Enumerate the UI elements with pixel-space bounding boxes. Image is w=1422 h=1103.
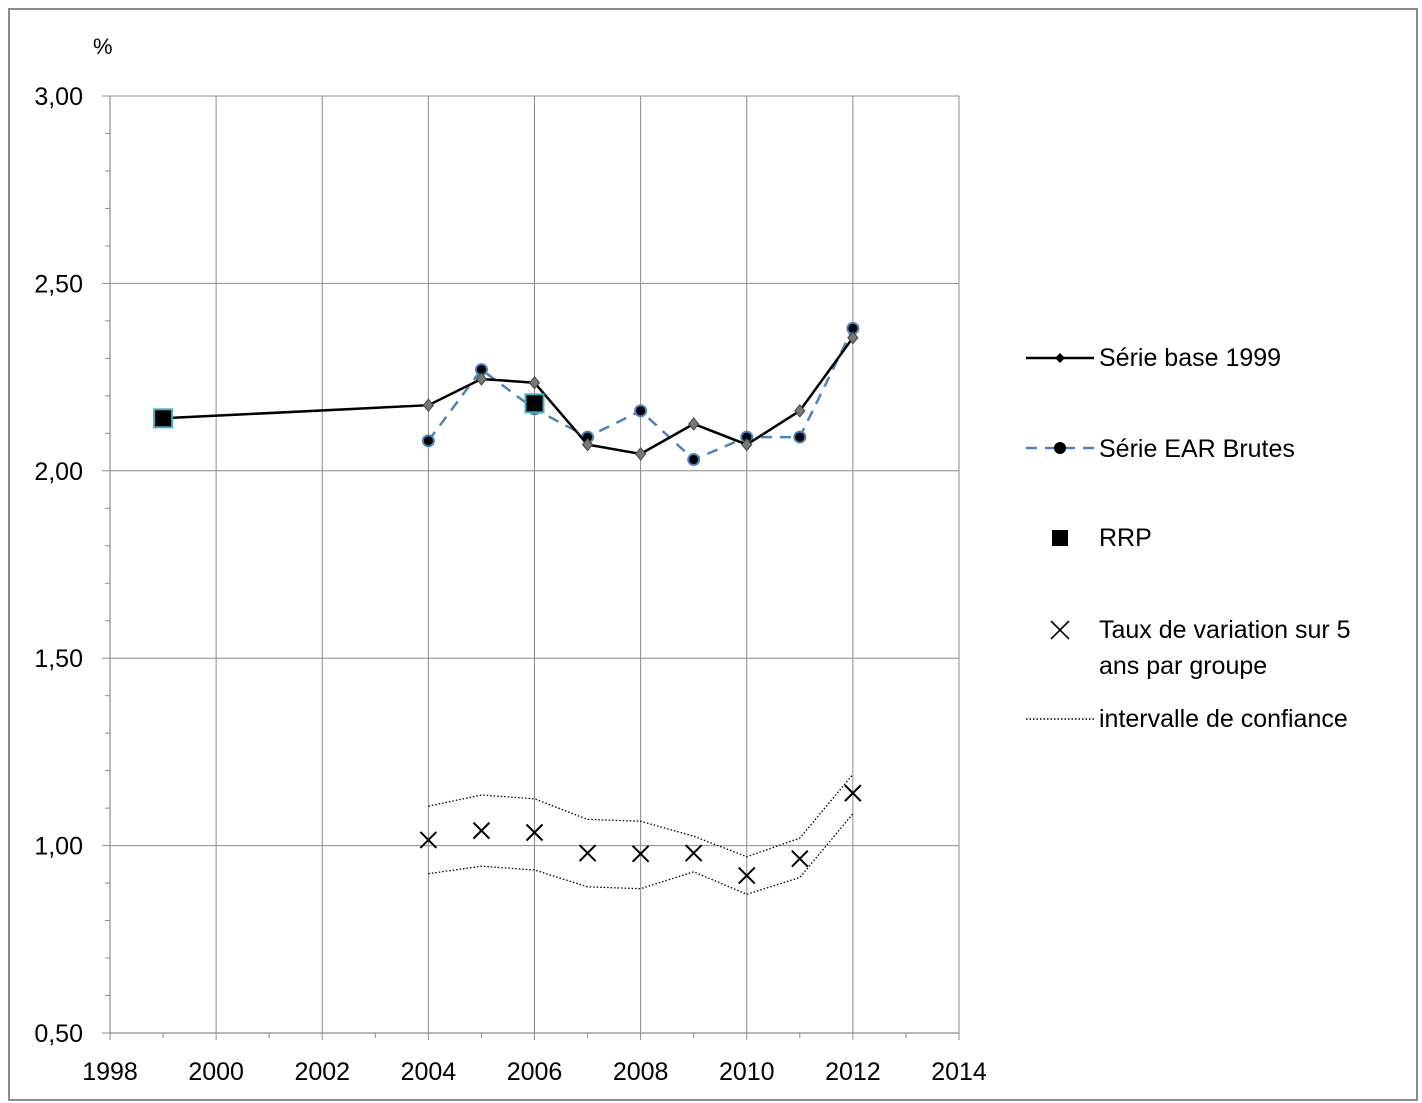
y-tick-label: 2,00 bbox=[34, 458, 83, 486]
x-tick-label: 1998 bbox=[82, 1058, 138, 1086]
y-tick-label: 1,00 bbox=[34, 833, 83, 861]
x-tick-label: 2006 bbox=[507, 1058, 563, 1086]
legend-label-serie-base-1999: Série base 1999 bbox=[1099, 344, 1281, 372]
ear-marker bbox=[423, 436, 433, 446]
x-marker bbox=[472, 821, 491, 840]
ear-marker bbox=[742, 432, 752, 442]
confidence-upper-line bbox=[428, 773, 854, 858]
circle-marker-icon bbox=[1054, 442, 1066, 454]
x-marker bbox=[791, 850, 809, 868]
x-tick-label: 2008 bbox=[613, 1058, 669, 1086]
x-tick-label: 2000 bbox=[188, 1058, 244, 1086]
chart-frame bbox=[8, 8, 1418, 1101]
axes bbox=[102, 95, 960, 1040]
x-marker bbox=[684, 844, 703, 862]
x-tick-label: 2004 bbox=[401, 1058, 457, 1086]
base-marker bbox=[581, 437, 594, 452]
x-tick-label: 2012 bbox=[825, 1058, 881, 1086]
base-marker bbox=[422, 398, 435, 412]
legend-label-taux-line2: ans par groupe bbox=[1099, 652, 1267, 680]
y-tick-label: 3,00 bbox=[34, 83, 83, 111]
base-marker bbox=[475, 372, 488, 386]
base-marker bbox=[847, 330, 859, 345]
legend-item-serie-base-1999: Série base 1999 bbox=[1026, 344, 1281, 372]
legend-label-intervalle: intervalle de confiance bbox=[1099, 705, 1348, 733]
base-marker bbox=[634, 447, 647, 461]
x-marker bbox=[578, 844, 597, 862]
ear-marker bbox=[795, 432, 805, 442]
legend-item-serie-ear-brutes: Série EAR Brutes bbox=[1026, 435, 1295, 463]
x-marker bbox=[844, 784, 862, 802]
x-marker bbox=[525, 823, 544, 842]
y-tick-label: 0,50 bbox=[34, 1020, 83, 1048]
y-tick-label: 1,50 bbox=[34, 645, 83, 673]
x-tick-label: 2002 bbox=[294, 1058, 350, 1086]
rrp-marker bbox=[153, 408, 174, 429]
x-marker bbox=[631, 845, 650, 863]
rrp-marker bbox=[524, 393, 545, 414]
ear-marker bbox=[476, 365, 486, 375]
legend-label-serie-ear-brutes: Série EAR Brutes bbox=[1099, 435, 1295, 463]
x-marker-icon bbox=[1050, 620, 1070, 640]
unit-label: % bbox=[93, 34, 113, 59]
legend-item-taux-de-variation: Taux de variation sur 5 ans par groupe bbox=[1050, 616, 1351, 680]
x-marker bbox=[738, 866, 756, 885]
serie-base-1999-line bbox=[163, 336, 854, 456]
x-tick-label: 2014 bbox=[931, 1058, 987, 1086]
legend-label-taux-line1: Taux de variation sur 5 bbox=[1099, 616, 1351, 644]
ear-marker bbox=[848, 323, 858, 333]
ear-marker bbox=[636, 406, 646, 416]
base-marker bbox=[794, 404, 806, 418]
ear-marker bbox=[689, 455, 699, 465]
base-marker bbox=[741, 437, 753, 452]
legend-label-rrp: RRP bbox=[1099, 524, 1152, 552]
confidence-lower-line bbox=[428, 813, 854, 895]
grid bbox=[110, 95, 960, 1033]
tick-labels: 1998 2000 2002 2004 2006 2008 2010 2012 2014 0,50… bbox=[34, 83, 987, 1086]
legend: Série base 1999 Série EAR Brutes RRP Tau… bbox=[1026, 344, 1351, 733]
square-marker-icon bbox=[1052, 530, 1068, 546]
plot-area bbox=[153, 321, 862, 895]
x-marker bbox=[419, 831, 438, 849]
ear-marker bbox=[583, 432, 593, 442]
diamond-marker-icon bbox=[1055, 353, 1065, 363]
legend-item-intervalle-de-confiance: intervalle de confiance bbox=[1026, 705, 1348, 733]
y-tick-label: 2,50 bbox=[34, 270, 83, 298]
legend-item-rrp: RRP bbox=[1052, 524, 1152, 552]
base-marker bbox=[688, 417, 700, 431]
x-tick-label: 2010 bbox=[719, 1058, 775, 1086]
base-marker bbox=[528, 375, 541, 390]
